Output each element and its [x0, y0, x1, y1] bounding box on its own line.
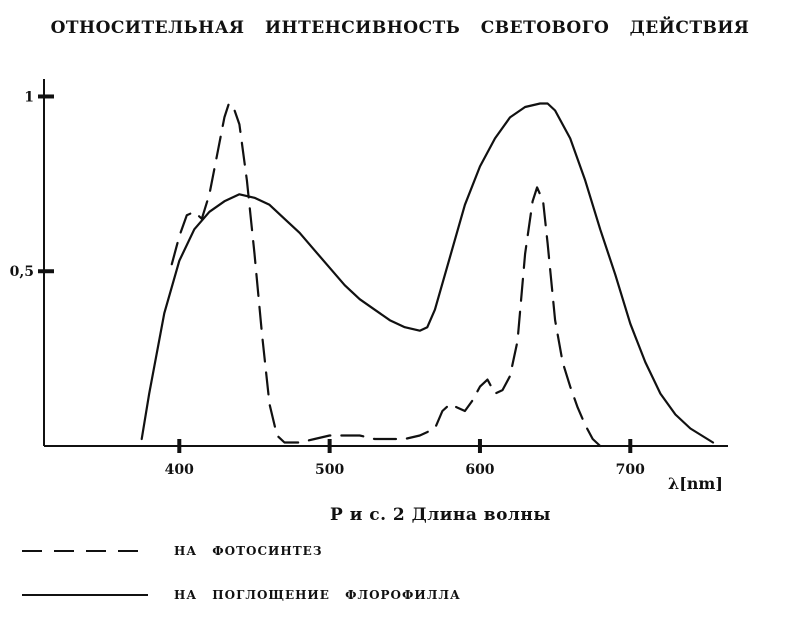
legend-item-solid: НА ПОГЛОЩЕНИЕ ФЛОРОФИЛЛА [20, 588, 461, 602]
axes [43, 79, 728, 447]
series-layer [140, 102, 715, 448]
x-axis-label: λ[nm] [668, 474, 723, 493]
series-photosynthesis-line [170, 102, 602, 448]
legend-item-dashed: НА ФОТОСИНТЕЗ [20, 544, 322, 558]
figure-caption: Р и с. 2 Длина волны [330, 505, 551, 525]
y-tick-label: 1 [24, 89, 34, 105]
ticks: 400 500 600 700 0,5 1 [10, 89, 646, 478]
y-tick-label: 0,5 [10, 264, 34, 280]
legend-solid-swatch [22, 594, 148, 596]
x-tick-label: 400 [165, 462, 194, 478]
legend-dashed-swatch [22, 550, 148, 552]
x-tick-label: 700 [616, 462, 645, 478]
x-tick-label: 600 [465, 462, 494, 478]
chart-title: ОТНОСИТЕЛЬНАЯ ИНТЕНСИВНОСТЬ СВЕТОВОГО ДЕ… [50, 18, 750, 38]
legend-label-absorption: НА ПОГЛОЩЕНИЕ ФЛОРОФИЛЛА [174, 588, 461, 602]
series-absorption-line [140, 102, 715, 444]
x-tick-label: 500 [315, 462, 344, 478]
legend-label-photosynthesis: НА ФОТОСИНТЕЗ [174, 544, 323, 558]
